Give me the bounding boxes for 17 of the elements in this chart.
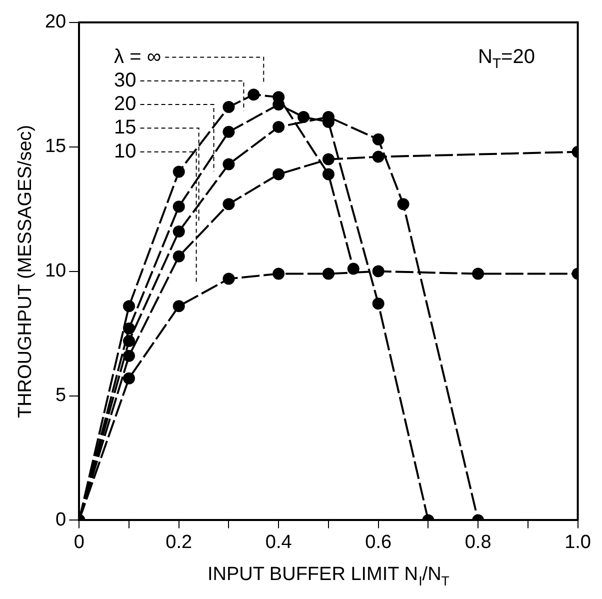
- y-tick-label: 15: [44, 136, 66, 158]
- x-tick-label: 0.2: [166, 532, 192, 553]
- y-tick-label: 0: [56, 509, 66, 530]
- text: 15: [114, 116, 136, 139]
- y-tick-label: 5: [56, 384, 66, 406]
- x-tick-label: 0: [74, 532, 84, 553]
- x-tick-label: 0.4: [265, 532, 292, 553]
- x-tick-label: 0.8: [464, 532, 492, 553]
- y-tick-label: 10: [44, 260, 66, 282]
- y-axis-title: THROUGHPUT (MESSAGES/sec): [15, 124, 36, 418]
- text: 30: [114, 69, 136, 92]
- x-tick-label: 0.6: [365, 532, 392, 553]
- x-tick-label: 1.0: [564, 532, 592, 553]
- text: 10: [114, 140, 136, 162]
- text: 20: [114, 93, 136, 116]
- legend-label: λ = ∞: [114, 46, 162, 68]
- y-tick-label: 20: [44, 12, 66, 33]
